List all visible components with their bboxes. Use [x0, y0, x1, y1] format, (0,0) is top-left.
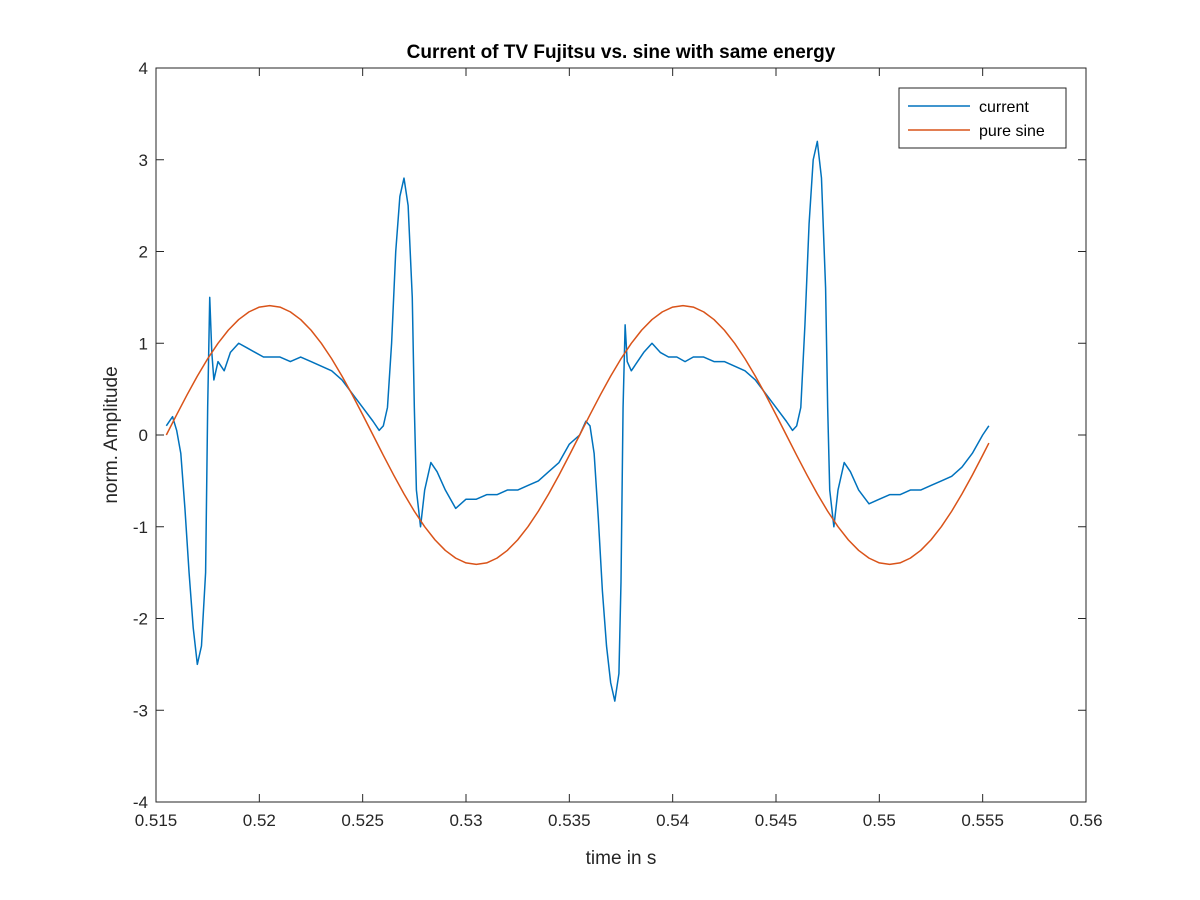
- legend: current pure sine: [898, 87, 1067, 149]
- x-tick-label: 0.515: [135, 811, 178, 830]
- y-tick-label: 1: [139, 334, 148, 353]
- x-tick-label: 0.55: [863, 811, 896, 830]
- y-axis-label: norm. Amplitude: [101, 366, 122, 503]
- legend-label-current: current: [979, 99, 1029, 116]
- chart-title: Current of TV Fujitsu vs. sine with same…: [407, 42, 836, 63]
- series-line-pure-sine: [165, 304, 990, 566]
- plot-area: 0.515 0.52 0.525 0.53 0.535 0.54 0.545 0.55 0.55…: [133, 59, 1103, 830]
- x-tick-label: 0.56: [1069, 811, 1102, 830]
- x-tick-label: 0.525: [341, 811, 384, 830]
- y-tick-label: 3: [139, 151, 148, 170]
- y-tick-label: 2: [139, 243, 148, 262]
- legend-label-pure-sine: pure sine: [979, 123, 1045, 140]
- axes-box: [155, 67, 1087, 803]
- y-tick-label: -3: [133, 701, 148, 720]
- x-tick-label: 0.54: [656, 811, 689, 830]
- x-tick-label: 0.53: [449, 811, 482, 830]
- tick-layer: 0.515 0.52 0.525 0.53 0.535 0.54 0.545 0.55 0.55…: [133, 59, 1103, 830]
- x-tick-label: 0.555: [961, 811, 1004, 830]
- y-tick-label: 0: [139, 426, 148, 445]
- y-tick-label: -2: [133, 610, 148, 629]
- x-tick-label: 0.535: [548, 811, 591, 830]
- x-tick-label: 0.52: [243, 811, 276, 830]
- series-layer: [165, 140, 990, 702]
- y-tick-label: -4: [133, 793, 148, 812]
- y-tick-label: 4: [139, 59, 148, 78]
- y-tick-label: -1: [133, 518, 148, 537]
- legend-box: [898, 87, 1067, 149]
- x-axis-label: time in s: [586, 848, 657, 869]
- x-tick-label: 0.545: [755, 811, 798, 830]
